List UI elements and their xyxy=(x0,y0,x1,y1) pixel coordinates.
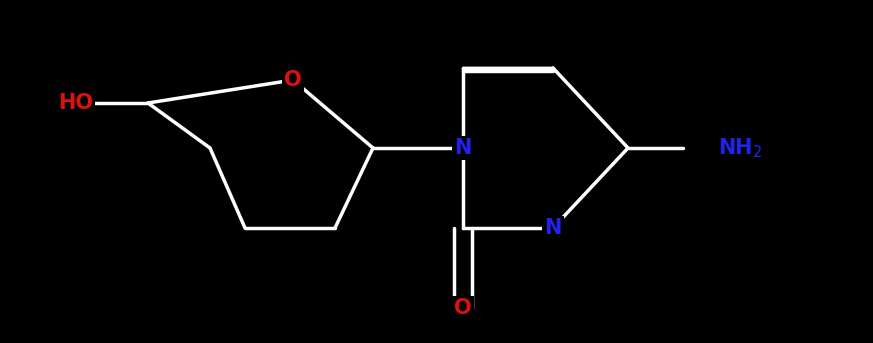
Text: O: O xyxy=(454,298,471,318)
Text: HO: HO xyxy=(58,93,93,113)
Text: N: N xyxy=(454,138,471,158)
Text: O: O xyxy=(285,70,302,90)
Text: NH$_2$: NH$_2$ xyxy=(718,136,762,160)
Text: N: N xyxy=(544,218,561,238)
